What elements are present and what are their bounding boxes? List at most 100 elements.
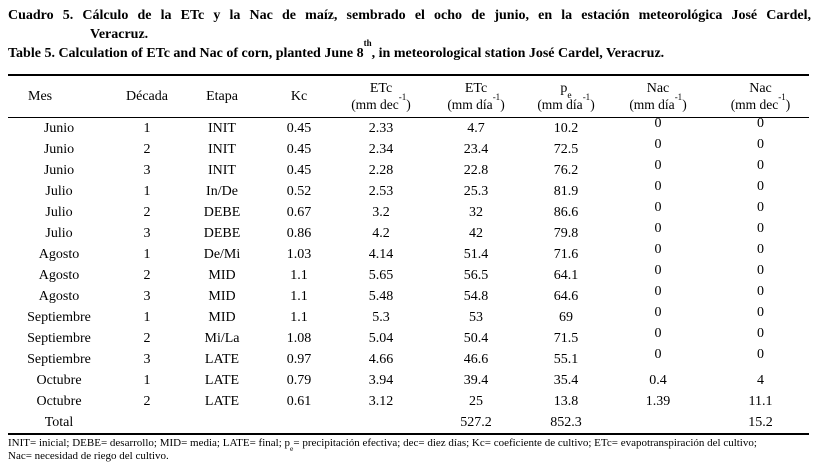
cell-nac-dec-value: 0 <box>757 160 764 173</box>
cell-etc-dec: 3.2 <box>372 205 390 220</box>
cell-kc: 1.1 <box>290 289 308 304</box>
col-label: Mes <box>28 89 53 104</box>
cell-etapa: LATE <box>204 373 240 388</box>
cell-nac-dia-value: 0 <box>654 328 662 341</box>
cell-nac-dia: 0 <box>604 160 712 181</box>
cell-etc-dec: 3.94 <box>368 373 394 388</box>
cell-nac-dia-value: 0 <box>654 265 662 278</box>
cell-etc-dec: 4.66 <box>368 352 394 367</box>
table-row: Septiembre 3 LATE 0.97 4.66 46.6 55.1 0 … <box>8 349 809 370</box>
cell-decada: 1 <box>143 121 151 136</box>
unit-close: ) <box>406 97 411 112</box>
col-unit: (mm día-1) <box>604 92 712 113</box>
cell-decada: 1 <box>143 247 151 262</box>
col-label: ETc <box>369 81 393 96</box>
col-header-nac-dec: Nac (mm dec-1) <box>712 75 809 118</box>
cell-nac-dec: 0 <box>712 244 809 265</box>
cell-mes: Junio <box>43 163 75 178</box>
cell-kc: 1.1 <box>290 268 308 283</box>
table-row: Septiembre 1 MID 1.1 5.3 53 69 0 0 <box>8 307 809 328</box>
cell-pe: 76.2 <box>553 163 579 178</box>
cell-mes: Agosto <box>38 268 80 283</box>
footnote-text: = precipitación efectiva; dec= diez días… <box>293 437 757 449</box>
cell-nac-dec-value: 0 <box>757 181 764 194</box>
cell-etc-dia: 51.4 <box>463 247 489 262</box>
cell-etc-dia: 4.7 <box>467 121 485 136</box>
cell-nac-dia: 0 <box>604 307 712 328</box>
cell-decada: 2 <box>143 394 151 409</box>
cell-etc-dec: 5.04 <box>368 331 394 346</box>
cell-kc: 0.52 <box>286 184 312 199</box>
cell-etc-dia: 39.4 <box>463 373 489 388</box>
cell-nac-dec-value: 0 <box>757 244 764 257</box>
cell-mes: Total <box>44 415 74 430</box>
cell-decada: 1 <box>143 184 151 199</box>
cell-mes: Septiembre <box>27 352 91 367</box>
cell-nac-dec: 0 <box>712 307 809 328</box>
col-label: pe <box>528 80 604 101</box>
cell-nac-dec-value: 15.2 <box>748 415 773 430</box>
pe-symbol: p <box>560 81 568 96</box>
table-row: Julio 3 DEBE 0.86 4.2 42 79.8 0 0 <box>8 223 809 244</box>
table-row: Julio 2 DEBE 0.67 3.2 32 86.6 0 0 <box>8 202 809 223</box>
cell-decada: 1 <box>143 373 151 388</box>
cell-etc-dec: 2.34 <box>368 142 394 157</box>
cell-nac-dia: 0 <box>604 286 712 307</box>
col-header-etc-dia: ETc (mm día-1) <box>424 75 528 118</box>
col-unit: (mm dec-1) <box>338 92 424 113</box>
footnote-text: INIT= inicial; DEBE= desarrollo; MID= me… <box>8 437 291 449</box>
cell-mes: Septiembre <box>27 310 91 325</box>
cell-nac-dia-value: 0 <box>654 244 662 257</box>
caption-english: Table 5. Calculation of ETc and Nac of c… <box>8 39 811 63</box>
cell-decada: 3 <box>143 289 151 304</box>
table-header: Mes Década Etapa Kc ETc (mm dec-1) ETc ( <box>8 75 809 118</box>
cell-pe: 13.8 <box>553 394 579 409</box>
col-label: Nac <box>646 81 670 96</box>
cell-nac-dec: 0 <box>712 202 809 223</box>
cell-kc: 0.61 <box>286 394 312 409</box>
data-table: Mes Década Etapa Kc ETc (mm dec-1) ETc ( <box>8 74 809 435</box>
cell-etapa <box>184 412 260 434</box>
cell-nac-dec-value: 4 <box>757 373 764 388</box>
cell-nac-dia: 0 <box>604 349 712 370</box>
unit-text: (mm día <box>629 97 675 112</box>
cell-nac-dia-value: 0 <box>654 117 662 131</box>
table-row: Agosto 1 De/Mi 1.03 4.14 51.4 71.6 0 0 <box>8 244 809 265</box>
col-header-kc: Kc <box>260 75 338 118</box>
cell-pe: 35.4 <box>553 373 579 388</box>
table-row: Octubre 1 LATE 0.79 3.94 39.4 35.4 0.4 4 <box>8 370 809 391</box>
cell-nac-dia-value: 1.39 <box>645 394 671 409</box>
col-header-nac-dia: Nac (mm día-1) <box>604 75 712 118</box>
cell-kc: 1.1 <box>290 310 308 325</box>
unit-close: ) <box>682 97 687 112</box>
cell-etc-dia: 46.6 <box>463 352 489 367</box>
cell-nac-dec-value: 0 <box>757 328 764 341</box>
table-row: Agosto 2 MID 1.1 5.65 56.5 64.1 0 0 <box>8 265 809 286</box>
cell-mes: Junio <box>43 142 75 157</box>
cell-nac-dec: 0 <box>712 160 809 181</box>
unit-exponent: -1 <box>398 91 407 102</box>
cell-nac-dec: 0 <box>712 223 809 244</box>
table-footnote: INIT= inicial; DEBE= desarrollo; MID= me… <box>8 437 811 463</box>
col-unit: (mm día-1) <box>424 92 528 113</box>
cell-kc: 0.79 <box>286 373 312 388</box>
caption-english-post: , in meteorological station José Cardel,… <box>371 46 665 61</box>
unit-close: ) <box>590 97 595 112</box>
unit-exponent: -1 <box>582 91 591 102</box>
cell-mes: Julio <box>45 184 73 199</box>
cell-decada: 2 <box>143 142 151 157</box>
caption-spanish-line1: Cuadro 5. Cálculo de la ETc y la Nac de … <box>8 8 811 23</box>
cell-nac-dec: 11.1 <box>712 391 809 412</box>
cell-etapa: Mi/La <box>204 331 240 346</box>
col-unit: (mm dec-1) <box>712 92 809 113</box>
cell-nac-dia-value: 0 <box>654 307 662 320</box>
cell-nac-dia: 0 <box>604 265 712 286</box>
cell-nac-dia-value: 0 <box>654 181 662 194</box>
cell-mes: Septiembre <box>27 331 91 346</box>
cell-decada: 1 <box>143 310 151 325</box>
cell-etc-dec: 2.53 <box>368 184 394 199</box>
cell-etc-dec: 5.65 <box>368 268 394 283</box>
cell-mes: Octubre <box>36 373 82 388</box>
table-row: Octubre 2 LATE 0.61 3.12 25 13.8 1.39 11… <box>8 391 809 412</box>
unit-text: (mm dec <box>351 97 399 112</box>
